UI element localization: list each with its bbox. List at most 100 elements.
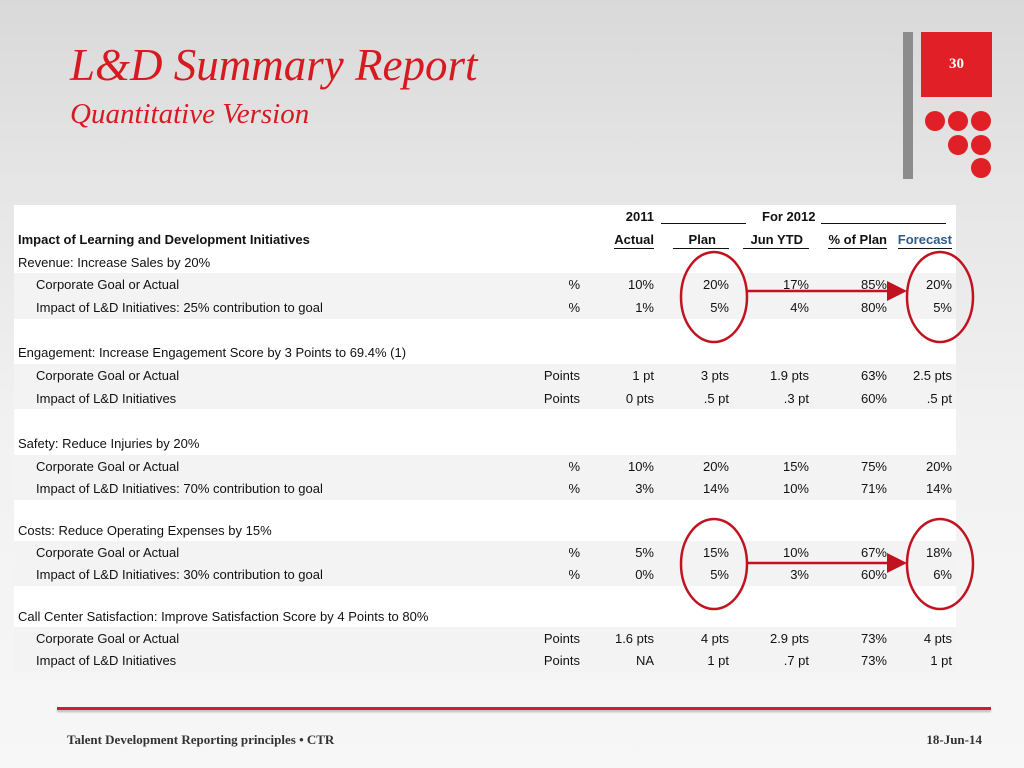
cell-actual: 1% <box>635 300 654 315</box>
cell-pct-of-plan: 60% <box>860 567 887 582</box>
row-unit: % <box>568 481 580 496</box>
table-row: Corporate Goal or Actual Points 1 pt 3 p… <box>14 364 956 387</box>
table-row: Impact of L&D Initiatives Points NA 1 pt… <box>14 649 956 672</box>
section-title: Revenue: Increase Sales by 20% <box>18 255 211 270</box>
table-row: Impact of L&D Initiatives: 30% contribut… <box>14 563 956 586</box>
cell-actual: 10% <box>627 459 654 474</box>
cell-plan: 5% <box>710 567 729 582</box>
cell-pct-of-plan: 67% <box>860 545 887 560</box>
cell-jun-ytd: .7 pt <box>783 653 809 668</box>
table-row: Corporate Goal or Actual % 5% 15% 10% 67… <box>14 541 956 564</box>
header-actual: Actual <box>614 232 654 249</box>
header-year: 2011 <box>625 209 654 224</box>
cell-jun-ytd: 4% <box>790 300 809 315</box>
cell-pct-of-plan: 80% <box>860 300 887 315</box>
cell-forecast: 18% <box>925 545 952 560</box>
summary-table: 2011 For 2012 Impact of Learning and Dev… <box>14 205 956 678</box>
table-row: Impact of L&D Initiatives: 70% contribut… <box>14 477 956 500</box>
header-group-rule <box>661 223 746 224</box>
cell-actual: 5% <box>635 545 654 560</box>
row-label: Corporate Goal or Actual <box>36 368 180 383</box>
footer-rule <box>57 707 991 710</box>
row-label: Impact of L&D Initiatives <box>36 391 177 406</box>
row-unit: % <box>568 277 580 292</box>
section-title-row: Engagement: Increase Engagement Score by… <box>14 341 956 364</box>
table-row: Corporate Goal or Actual % 10% 20% 17% 8… <box>14 273 956 296</box>
cell-forecast: .5 pt <box>926 391 952 406</box>
page-number-badge: 30 <box>921 32 992 97</box>
cell-forecast: 14% <box>925 481 952 496</box>
cell-forecast: 4 pts <box>923 631 952 646</box>
section-title-row: Call Center Satisfaction: Improve Satisf… <box>14 605 956 628</box>
logo-dot <box>925 111 945 131</box>
cell-actual: 0 pts <box>625 391 654 406</box>
cell-forecast: 20% <box>925 277 952 292</box>
row-unit: Points <box>543 631 580 646</box>
row-label: Impact of L&D Initiatives <box>36 653 177 668</box>
section-title: Costs: Reduce Operating Expenses by 15% <box>18 523 272 538</box>
cell-pct-of-plan: 60% <box>860 391 887 406</box>
header-pct-of-plan: % of Plan <box>828 232 887 249</box>
cell-plan: 5% <box>710 300 729 315</box>
header-group-rule <box>821 223 946 224</box>
table-row: Corporate Goal or Actual % 10% 20% 15% 7… <box>14 455 956 478</box>
cell-pct-of-plan: 73% <box>860 653 887 668</box>
cell-jun-ytd: 2.9 pts <box>769 631 809 646</box>
slide-subtitle: Quantitative Version <box>70 98 310 130</box>
row-unit: Points <box>543 391 580 406</box>
logo-dot <box>971 111 991 131</box>
page-number: 30 <box>949 56 964 72</box>
table-row: Corporate Goal or Actual Points 1.6 pts … <box>14 627 956 650</box>
cell-forecast: 5% <box>933 300 952 315</box>
cell-plan: 15% <box>702 545 729 560</box>
row-unit: % <box>568 300 580 315</box>
table-header-row-1: 2011 For 2012 <box>14 205 956 228</box>
logo-dot <box>971 135 991 155</box>
header-plan: Plan <box>672 231 729 249</box>
spacer-row <box>14 500 956 519</box>
cell-plan: 20% <box>702 459 729 474</box>
cell-actual: NA <box>635 653 654 668</box>
row-unit: Points <box>543 368 580 383</box>
cell-jun-ytd: 10% <box>782 481 809 496</box>
section-title-row: Costs: Reduce Operating Expenses by 15% <box>14 519 956 542</box>
row-unit: % <box>568 545 580 560</box>
header-jun-ytd: Jun YTD <box>742 231 809 249</box>
row-label: Corporate Goal or Actual <box>36 277 180 292</box>
cell-actual: 0% <box>635 567 654 582</box>
cell-jun-ytd: .3 pt <box>783 391 809 406</box>
cell-actual: 1 pt <box>632 368 654 383</box>
cell-pct-of-plan: 63% <box>860 368 887 383</box>
cell-pct-of-plan: 75% <box>860 459 887 474</box>
cell-forecast: 6% <box>933 567 952 582</box>
cell-forecast: 2.5 pts <box>912 368 952 383</box>
spacer-row <box>14 586 956 605</box>
row-label: Impact of L&D Initiatives: 25% contribut… <box>36 300 323 315</box>
cell-pct-of-plan: 73% <box>860 631 887 646</box>
cell-plan: 14% <box>702 481 729 496</box>
cell-plan: 1 pt <box>707 653 729 668</box>
cell-forecast: 20% <box>925 459 952 474</box>
cell-jun-ytd: 3% <box>790 567 809 582</box>
section-title-row: Revenue: Increase Sales by 20% <box>14 251 956 274</box>
section-title: Engagement: Increase Engagement Score by… <box>18 345 407 360</box>
header-forecast: Forecast <box>897 232 952 249</box>
row-unit: % <box>568 459 580 474</box>
cell-pct-of-plan: 85% <box>860 277 887 292</box>
cell-jun-ytd: 1.9 pts <box>769 368 809 383</box>
row-label: Impact of L&D Initiatives: 30% contribut… <box>36 567 323 582</box>
header-row-title: Impact of Learning and Development Initi… <box>18 232 310 247</box>
spacer-row <box>14 319 956 341</box>
spacer-row <box>14 409 956 432</box>
logo-dot <box>948 135 968 155</box>
section-title-row: Safety: Reduce Injuries by 20% <box>14 432 956 455</box>
footer-left-text: Talent Development Reporting principles … <box>67 732 335 747</box>
table-row: Impact of L&D Initiatives Points 0 pts .… <box>14 387 956 410</box>
cell-plan: 3 pts <box>700 368 729 383</box>
cell-forecast: 1 pt <box>930 653 952 668</box>
row-unit: % <box>568 567 580 582</box>
slide-title: L&D Summary Report <box>70 40 478 90</box>
table-header-row-2: Impact of Learning and Development Initi… <box>14 228 956 251</box>
cell-plan: 20% <box>702 277 729 292</box>
footer-date: 18-Jun-14 <box>926 732 982 747</box>
